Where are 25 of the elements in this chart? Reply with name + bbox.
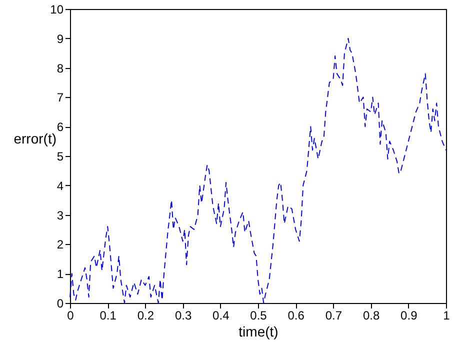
x-tick-label: 0.3 (174, 308, 192, 322)
y-tick-label: 8 (56, 61, 64, 76)
x-axis-title: time(t) (238, 324, 278, 340)
x-tick-label: 0.9 (400, 308, 418, 322)
x-tick-label: 0.2 (137, 308, 154, 322)
y-tick-label: 7 (56, 90, 64, 105)
line-series (70, 38, 446, 304)
x-tick-label: 0.4 (212, 308, 230, 322)
y-tick-label: 0 (56, 296, 64, 310)
x-tick-label: 1 (443, 308, 450, 322)
y-tick-label: 9 (56, 32, 64, 46)
y-tick-label: 4 (56, 178, 64, 193)
y-tick-label: 1 (56, 267, 64, 282)
y-tick-label: 3 (56, 208, 64, 222)
x-tick-label: 0.7 (325, 308, 342, 322)
y-tick-label: 6 (56, 120, 64, 134)
x-tick-label: 0.1 (100, 308, 117, 322)
y-tick-label: 5 (56, 150, 64, 164)
x-tick-label: 0.8 (362, 308, 380, 322)
y-axis-title: error(t) (14, 130, 56, 146)
y-tick-label: 10 (50, 2, 64, 16)
x-tick-label: 0.6 (288, 308, 305, 322)
y-tick-label: 2 (56, 238, 64, 252)
x-tick-label: 0.5 (250, 308, 268, 322)
x-tick-label: 0 (67, 308, 74, 322)
